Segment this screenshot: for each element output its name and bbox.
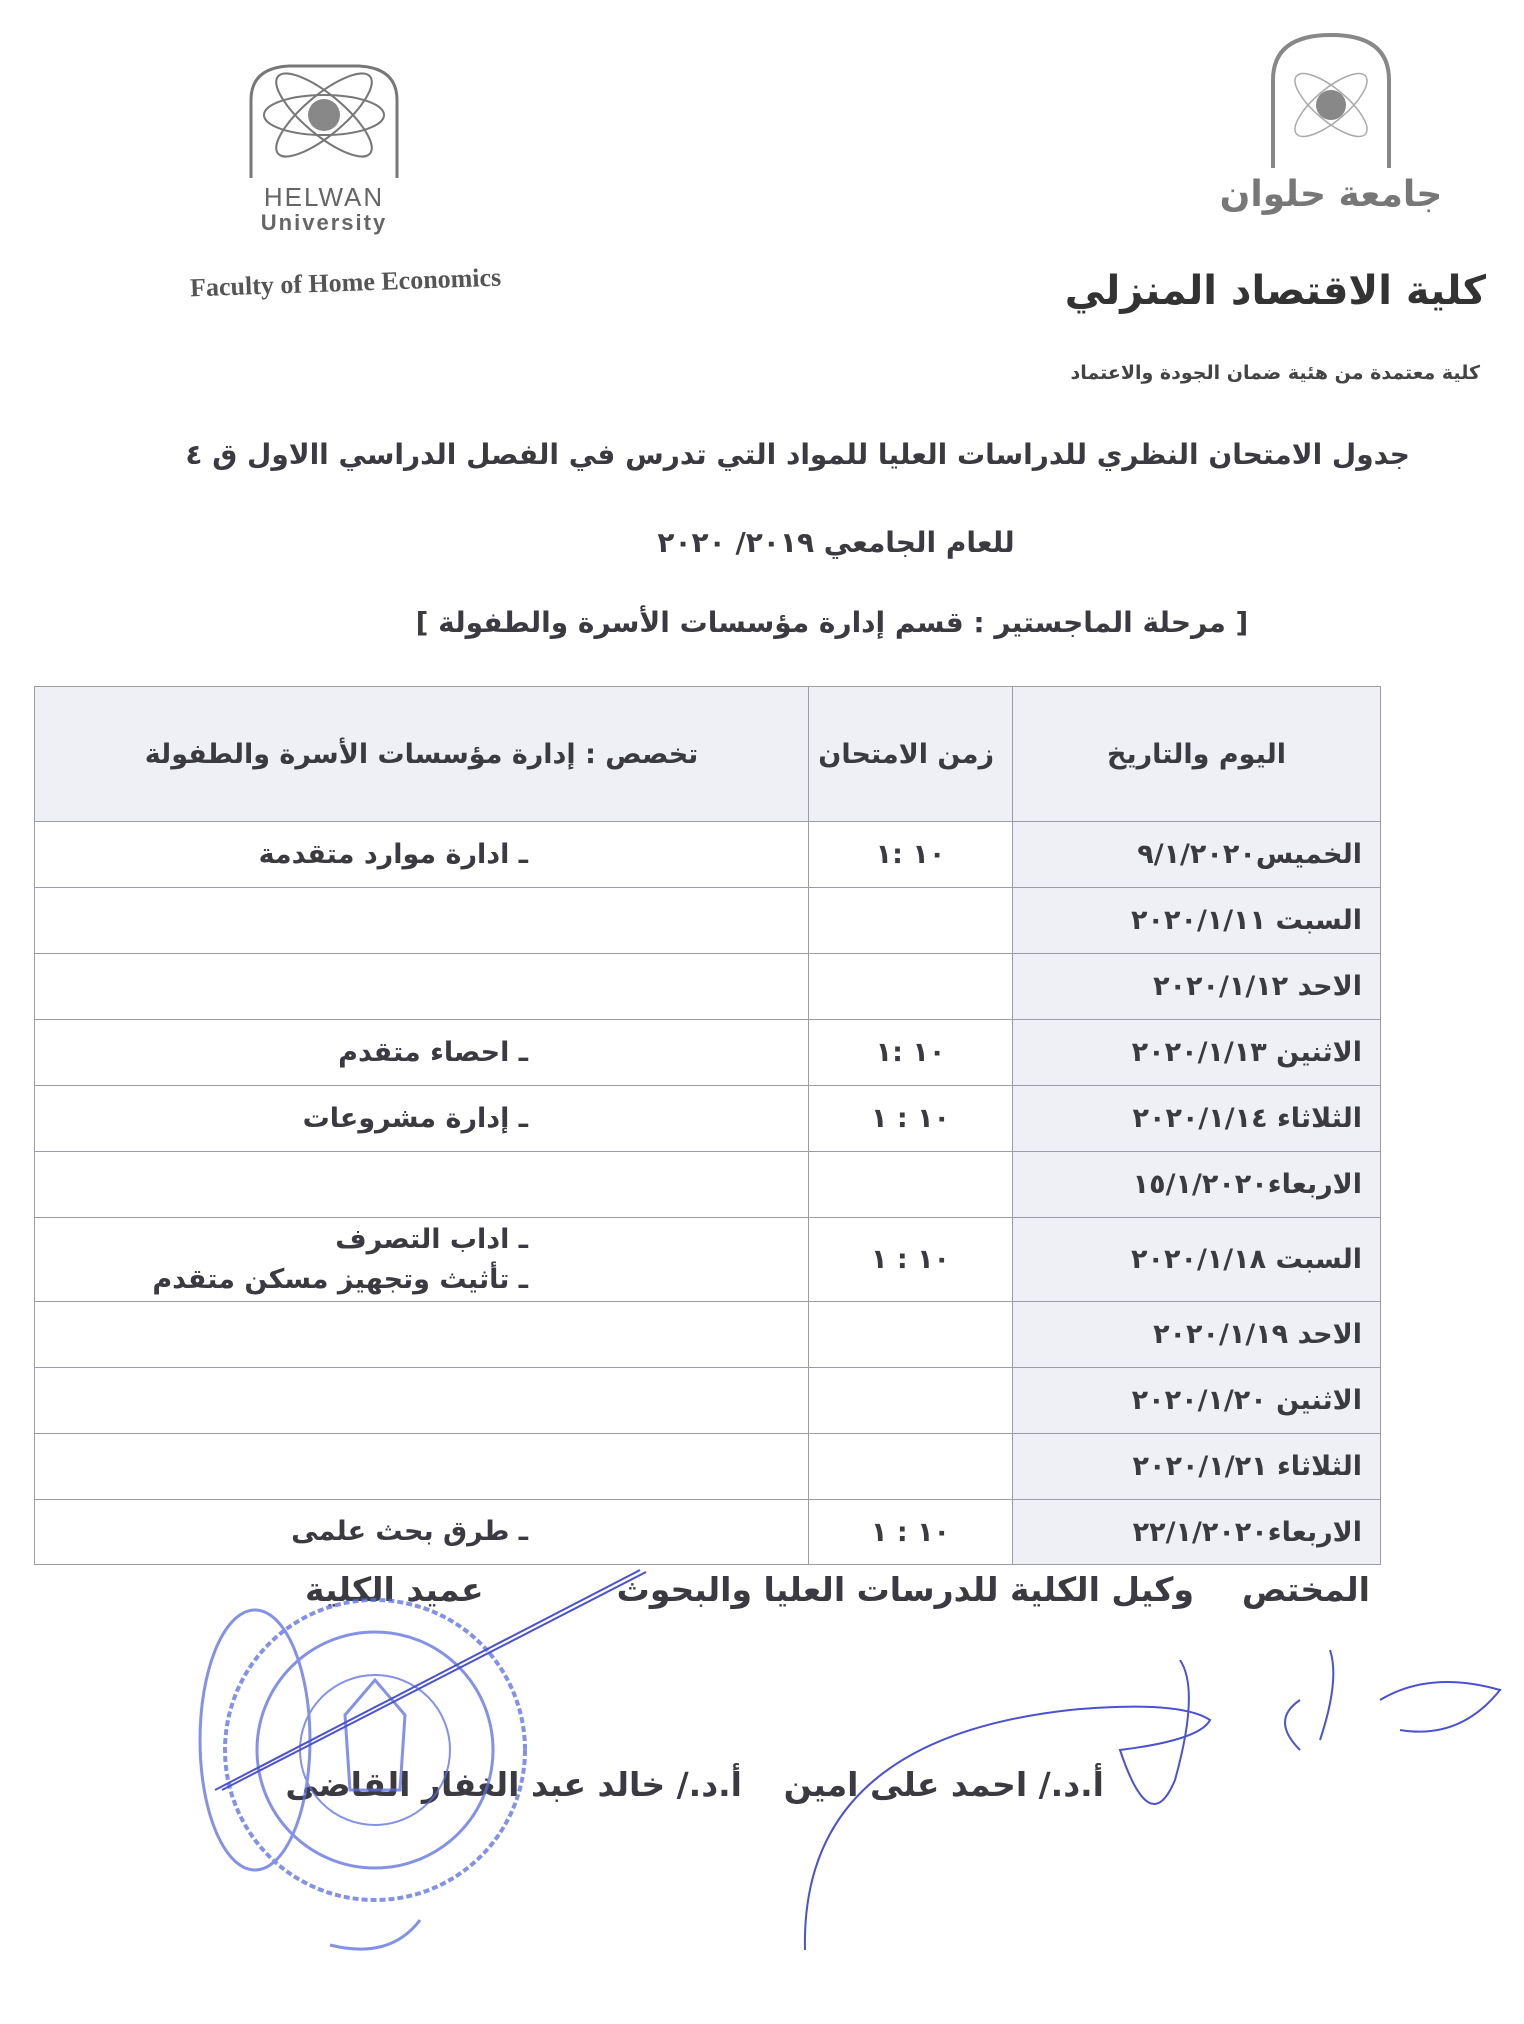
cell-date: الثلاثاء ٢٠٢٠/١/١٤ <box>1012 1085 1381 1152</box>
cell-subject <box>34 1301 809 1368</box>
signature-strokes <box>214 1569 1502 1951</box>
header-date: اليوم والتاريخ <box>1012 686 1381 822</box>
cell-date: السبت ٢٠٢٠/١/١٨ <box>1012 1217 1381 1302</box>
signatures-and-stamp <box>198 1569 1502 1951</box>
cell-time <box>808 1301 1013 1368</box>
cell-time <box>808 1367 1013 1434</box>
cell-date: الاثنين ٢٠٢٠/١/١٣ <box>1012 1019 1381 1086</box>
accreditation-text: كلية معتمدة من هئية ضمان الجودة والاعتما… <box>1070 362 1480 384</box>
cell-time <box>808 1151 1013 1218</box>
table-row: الاثنين ٢٠٢٠/١/٢٠ <box>34 1367 1381 1434</box>
cell-subject <box>34 1433 809 1500</box>
cell-subject: ـ طرق بحث علمى <box>34 1499 809 1565</box>
cell-date: الاحد ٢٠٢٠/١/١٩ <box>1012 1301 1381 1368</box>
cell-date: الاثنين ٢٠٢٠/١/٢٠ <box>1012 1367 1381 1434</box>
atom-logo-icon <box>249 64 399 178</box>
table-row: السبت ٢٠٢٠/١/١٨ ١٠ : ١ ـ اداب التصرف ـ تأثي… <box>34 1217 1381 1302</box>
cell-subject <box>34 1367 809 1434</box>
table-row: السبت ٢٠٢٠/١/١١ <box>34 887 1381 954</box>
cell-subject <box>34 1151 809 1218</box>
academic-year: للعام الجامعي ٢٠١٩/ ٢٠٢٠ <box>657 526 1015 559</box>
helwan-university-logo-left: HELWAN University <box>229 60 419 235</box>
table-row: الاحد ٢٠٢٠/١/١٢ <box>34 953 1381 1020</box>
subject-item: ـ ادارة موارد متقدمة <box>258 838 528 870</box>
logo-text-university: University <box>260 210 388 235</box>
logo-text-helwan: HELWAN <box>263 182 385 212</box>
logo-text-arabic: جامعة حلوان <box>1219 174 1443 215</box>
dean-name: أ.د./ خالد عبد الغفار القاضى <box>285 1765 742 1804</box>
header-subject: تخصص : إدارة مؤسسات الأسرة والطفولة <box>34 686 809 822</box>
cell-time: ١٠ : ١ <box>808 1085 1013 1152</box>
faculty-name-english: Faculty of Home Economics <box>189 262 502 303</box>
official-stamp-icon <box>198 1598 527 1951</box>
cell-date: السبت ٢٠٢٠/١/١١ <box>1012 887 1381 954</box>
schedule-title: جدول الامتحان النظري للدراسات العليا للم… <box>185 438 1410 471</box>
table-row: الاربعاء١٥/١/٢٠٢٠ <box>34 1151 1381 1218</box>
table-row: الاثنين ٢٠٢٠/١/١٣ ١٠ :١ ـ احصاء متقدم <box>34 1019 1381 1086</box>
header-time: زمن الامتحان <box>808 686 1013 822</box>
cell-date: الثلاثاء ٢٠٢٠/١/٢١ <box>1012 1433 1381 1500</box>
handwritten-note-icon <box>1284 1649 1502 1751</box>
subject-item: ـ اداب التصرف <box>335 1223 528 1255</box>
table-row: الاربعاء٢٢/١/٢٠٢٠ ١٠ : ١ ـ طرق بحث علمى <box>34 1499 1381 1565</box>
subject-item: ـ تأثيث وتجهيز مسكن متقدم <box>152 1263 528 1295</box>
table-row: الخميس٩/١/٢٠٢٠ ١٠ :١ ـ ادارة موارد متقدمة <box>34 821 1381 888</box>
cell-time: ١٠ :١ <box>808 821 1013 888</box>
atom-arch-logo-icon <box>1271 32 1391 168</box>
cell-time <box>808 887 1013 954</box>
cell-time: ١٠ :١ <box>808 1019 1013 1086</box>
cell-time <box>808 1433 1013 1500</box>
cell-subject: ـ اداب التصرف ـ تأثيث وتجهيز مسكن متقدم <box>34 1217 809 1302</box>
helwan-university-logo-right: جامعة حلوان <box>1213 30 1449 220</box>
subject-item: ـ طرق بحث علمى <box>291 1516 528 1547</box>
exam-schedule-table: اليوم والتاريخ زمن الامتحان تخصص : إدارة… <box>34 686 1381 1565</box>
cell-date: الاربعاء١٥/١/٢٠٢٠ <box>1012 1151 1381 1218</box>
subject-item: ـ إدارة مشروعات <box>302 1102 528 1134</box>
cell-subject <box>34 887 809 954</box>
specialist-label: المختص <box>1241 1570 1370 1609</box>
cell-date: الخميس٩/١/٢٠٢٠ <box>1012 821 1381 888</box>
cell-subject <box>34 953 809 1020</box>
vice-dean-name: أ.د./ احمد على امين <box>783 1765 1104 1804</box>
cell-subject: ـ ادارة موارد متقدمة <box>34 821 809 888</box>
vice-dean-title: وكيل الكلية للدرسات العليا والبحوث <box>616 1570 1194 1609</box>
cell-subject: ـ احصاء متقدم <box>34 1019 809 1086</box>
faculty-name-arabic: كلية الاقتصاد المنزلي <box>1064 268 1486 314</box>
program-department: [ مرحلة الماجستير : قسم إدارة مؤسسات الأ… <box>415 606 1249 639</box>
cell-time <box>808 953 1013 1020</box>
subject-item: ـ احصاء متقدم <box>338 1036 528 1068</box>
cell-subject: ـ إدارة مشروعات <box>34 1085 809 1152</box>
table-row: الثلاثاء ٢٠٢٠/١/٢١ <box>34 1433 1381 1500</box>
cell-date: الاربعاء٢٢/١/٢٠٢٠ <box>1012 1499 1381 1565</box>
cell-time: ١٠ : ١ <box>808 1217 1013 1302</box>
dean-title: عميد الكلية <box>305 1570 484 1609</box>
table-row: الثلاثاء ٢٠٢٠/١/١٤ ١٠ : ١ ـ إدارة مشروعات <box>34 1085 1381 1152</box>
table-row: الاحد ٢٠٢٠/١/١٩ <box>34 1301 1381 1368</box>
cell-date: الاحد ٢٠٢٠/١/١٢ <box>1012 953 1381 1020</box>
cell-time: ١٠ : ١ <box>808 1499 1013 1565</box>
table-header-row: اليوم والتاريخ زمن الامتحان تخصص : إدارة… <box>34 686 1381 822</box>
